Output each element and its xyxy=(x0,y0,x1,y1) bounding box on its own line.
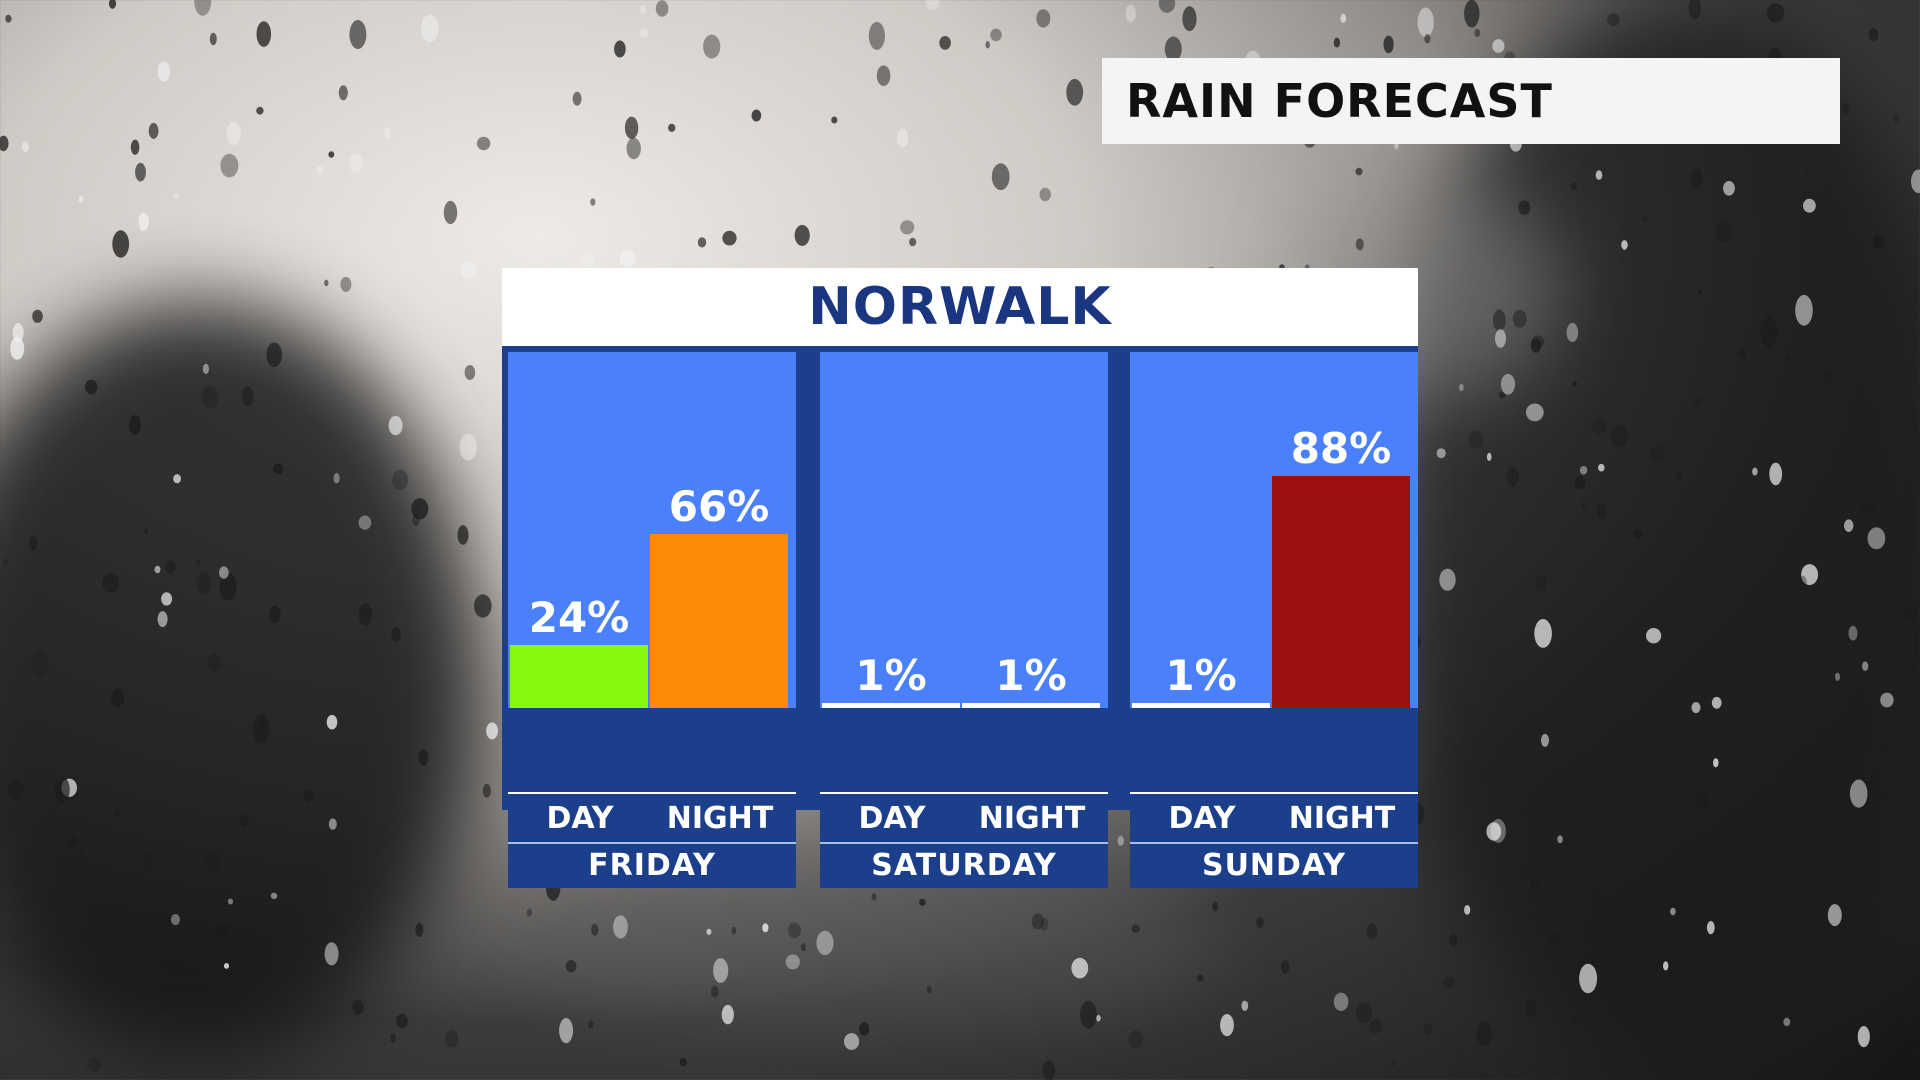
page-title: RAIN FORECAST xyxy=(1126,74,1553,128)
period-row: DAY NIGHT xyxy=(508,792,796,844)
location-title: NORWALK xyxy=(808,277,1112,337)
day-label-sunday: SUNDAY xyxy=(1201,848,1347,883)
day-row: SUNDAY xyxy=(1130,842,1418,888)
bar-friday-day xyxy=(510,645,648,708)
period-label-day: DAY xyxy=(1168,801,1236,836)
plot-area: 1% 1% xyxy=(820,352,1108,708)
bar-saturday-day xyxy=(822,703,960,708)
value-label-saturday-day: 1% xyxy=(855,651,927,700)
bar-saturday-night xyxy=(962,703,1100,708)
card-body: 24% 66% DAY NIGHT FRIDAY 1% 1% DAY NIGHT xyxy=(502,346,1418,888)
value-label-saturday-night: 1% xyxy=(995,651,1067,700)
period-label-night: NIGHT xyxy=(666,801,774,836)
day-panel-saturday: 1% 1% DAY NIGHT SATURDAY xyxy=(820,352,1108,888)
period-label-night: NIGHT xyxy=(978,801,1086,836)
value-label-friday-night: 66% xyxy=(668,482,770,531)
plot-area: 1% 88% xyxy=(1130,352,1418,708)
day-row: FRIDAY xyxy=(508,842,796,888)
background-shadow-right xyxy=(1380,0,1920,1080)
day-panel-friday: 24% 66% DAY NIGHT FRIDAY xyxy=(508,352,796,888)
forecast-card: NORWALK 24% 66% DAY NIGHT FRIDAY 1 xyxy=(502,268,1418,888)
bar-sunday-day xyxy=(1132,703,1270,708)
title-banner: RAIN FORECAST xyxy=(1102,58,1840,144)
period-label-night: NIGHT xyxy=(1288,801,1396,836)
bar-friday-night xyxy=(650,534,788,708)
period-row: DAY NIGHT xyxy=(1130,792,1418,844)
plot-area: 24% 66% xyxy=(508,352,796,708)
bar-sunday-night xyxy=(1272,476,1410,708)
day-label-saturday: SATURDAY xyxy=(871,848,1057,883)
value-label-friday-day: 24% xyxy=(528,593,630,642)
card-header: NORWALK xyxy=(502,268,1418,346)
day-panel-sunday: 1% 88% DAY NIGHT SUNDAY xyxy=(1130,352,1418,888)
period-label-day: DAY xyxy=(858,801,926,836)
value-label-sunday-night: 88% xyxy=(1290,424,1392,473)
period-label-day: DAY xyxy=(546,801,614,836)
day-row: SATURDAY xyxy=(820,842,1108,888)
day-label-friday: FRIDAY xyxy=(588,848,716,883)
value-label-sunday-day: 1% xyxy=(1165,651,1237,700)
period-row: DAY NIGHT xyxy=(820,792,1108,844)
